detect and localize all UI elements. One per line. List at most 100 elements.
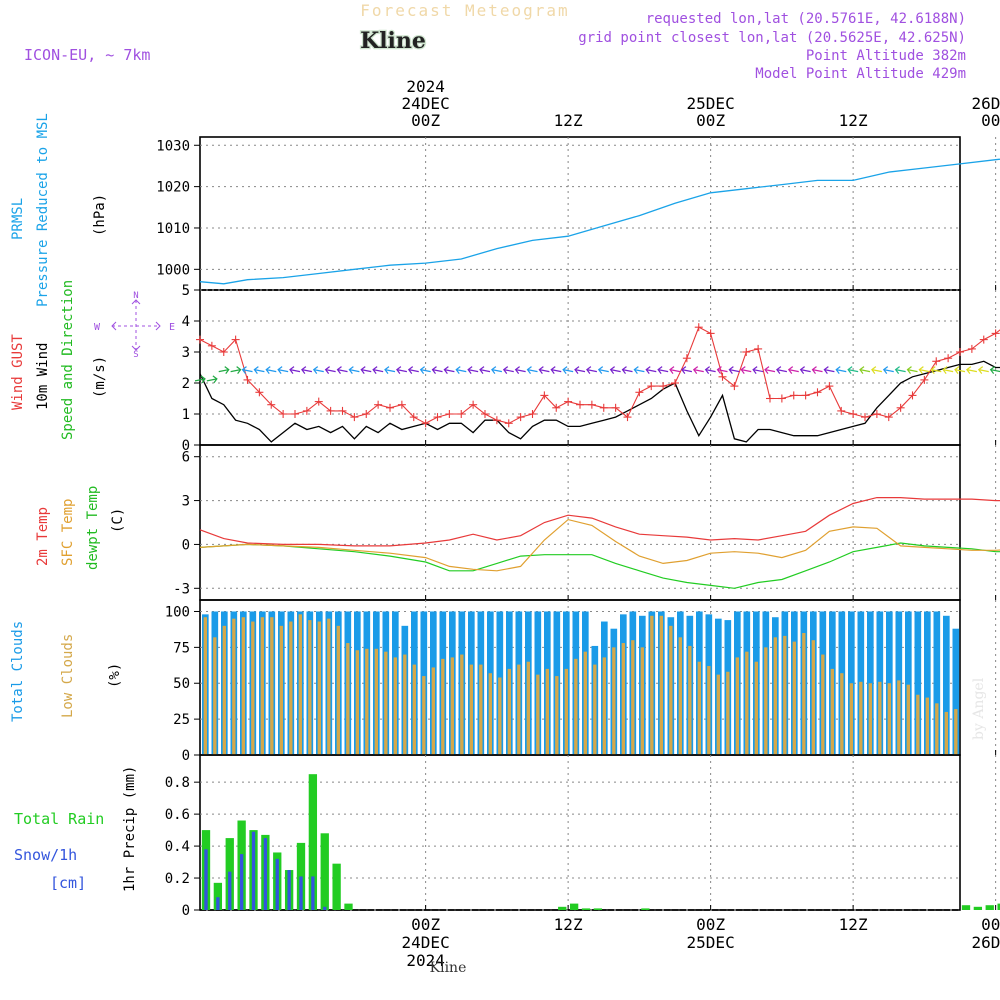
y-tick-label: 0.8 [165,775,190,791]
low-clouds-label: Low Clouds [60,634,76,718]
location-title: Kline [360,28,426,54]
arrow-head [241,366,247,374]
gust-marker [362,410,371,418]
wind-dir-label: Speed and Direction [60,280,76,440]
arrow-head [502,366,509,374]
snow-bar [216,897,220,910]
wind-direction-arrow [562,366,574,374]
wind-direction-arrow [407,366,419,374]
gust-marker [920,375,929,384]
arrow-head [336,366,342,374]
arrow-shaft [491,369,502,373]
low-cloud-bar [944,711,948,755]
arrow-head [645,366,651,374]
wind-direction-arrow [930,366,942,374]
top-time-label: 2024 [406,77,445,96]
wind-direction-arrow [586,366,597,374]
arrow-head [716,366,722,374]
low-cloud-bar [697,661,701,755]
arrow-head [212,375,218,384]
gust-marker [659,382,668,391]
low-cloud-bar [678,637,682,755]
snow-bar [239,854,244,910]
arrow-head [200,375,206,384]
wind-direction-arrow [526,366,538,374]
top-time-label: 24DEC [402,94,450,113]
arrow-head [989,366,995,374]
low-cloud-bar [317,621,321,755]
arrow-head [253,366,259,374]
snow-bar [311,876,315,910]
arrow-head [799,366,805,374]
arrow-head [348,366,354,374]
compass-e-label: E [169,322,175,333]
arrow-shaft [634,369,645,373]
y-tick-label: 3 [182,345,190,361]
bottom-time-label: 00Z [696,915,725,934]
arrow-head [977,366,984,374]
gust-marker [409,413,418,422]
gust-marker [861,413,869,422]
gust-marker [587,400,596,409]
arrow-shaft [432,369,443,373]
gust-marker [350,413,359,422]
wind-direction-arrow [918,366,930,374]
arrow-shaft [574,369,586,373]
top-time-axis: 202424DEC00Z12Z25DEC00Z12Z26DEC00Z12Z [402,77,1000,130]
gust-marker [564,397,573,406]
snow-bar [299,876,303,910]
arrow-head [312,366,319,374]
arrow-shaft [563,369,574,373]
low-cloud-bar [745,651,749,755]
model-name: ICON-EU, ~ 7km [24,46,150,64]
wind-direction-arrow [336,366,348,374]
low-cloud-bar [279,625,283,755]
arrow-shaft [361,369,372,373]
y-tick-label: 1030 [156,138,190,154]
wind-direction-arrow [312,366,324,374]
point-altitude: Point Altitude 382m [806,48,966,64]
arrow-head [882,366,889,374]
gust-marker [944,354,953,363]
low-cloud-bar [241,617,245,755]
top-time-label: 12Z [554,111,583,130]
low-cloud-bar [507,668,511,755]
wind-direction-arrow [550,366,562,374]
gust-marker [599,403,608,412]
t2m-label: 2m Temp [35,507,51,566]
arrow-shaft [230,369,241,373]
low-cloud-bar [897,680,901,755]
gust-label: Wind GUST [10,334,26,410]
arrow-head [954,366,960,374]
wind-direction-arrow [776,366,787,374]
arrow-head [728,366,734,374]
rain-bar [569,903,579,910]
y-tick-label: 1010 [156,221,190,237]
arrow-head [918,366,924,374]
precip-panel: 0 0.2 0.4 0.6 0.8 [165,754,1000,919]
top-time-label: 26DEC [972,94,1000,113]
wind-direction-arrow [752,366,764,374]
gust-marker [338,406,347,415]
arrow-shaft [194,378,206,382]
gust-marker [730,382,739,391]
arrow-head [419,366,425,374]
prmsl-unit-label: (hPa) [92,194,108,236]
arrow-shaft [800,369,811,373]
bottom-time-axis: 00Z24DEC202412Z00Z25DEC12Z00Z26DEC12ZKli… [402,915,1000,976]
low-cloud-bar [773,637,777,755]
low-cloud-bar [422,676,426,755]
gust-marker [576,400,584,409]
gust-marker [884,413,893,422]
wind-direction-arrow [823,366,835,374]
arrow-head [847,366,853,374]
low-cloud-bar [802,633,806,755]
wind-direction-arrow [384,366,396,374]
low-cloud-bar [735,657,739,755]
arrow-head [681,366,687,374]
arrow-head [609,366,615,374]
rain-bar [308,774,318,910]
gust-marker [837,406,846,415]
low-cloud-bar [564,668,568,755]
arrow-shaft [373,369,384,373]
